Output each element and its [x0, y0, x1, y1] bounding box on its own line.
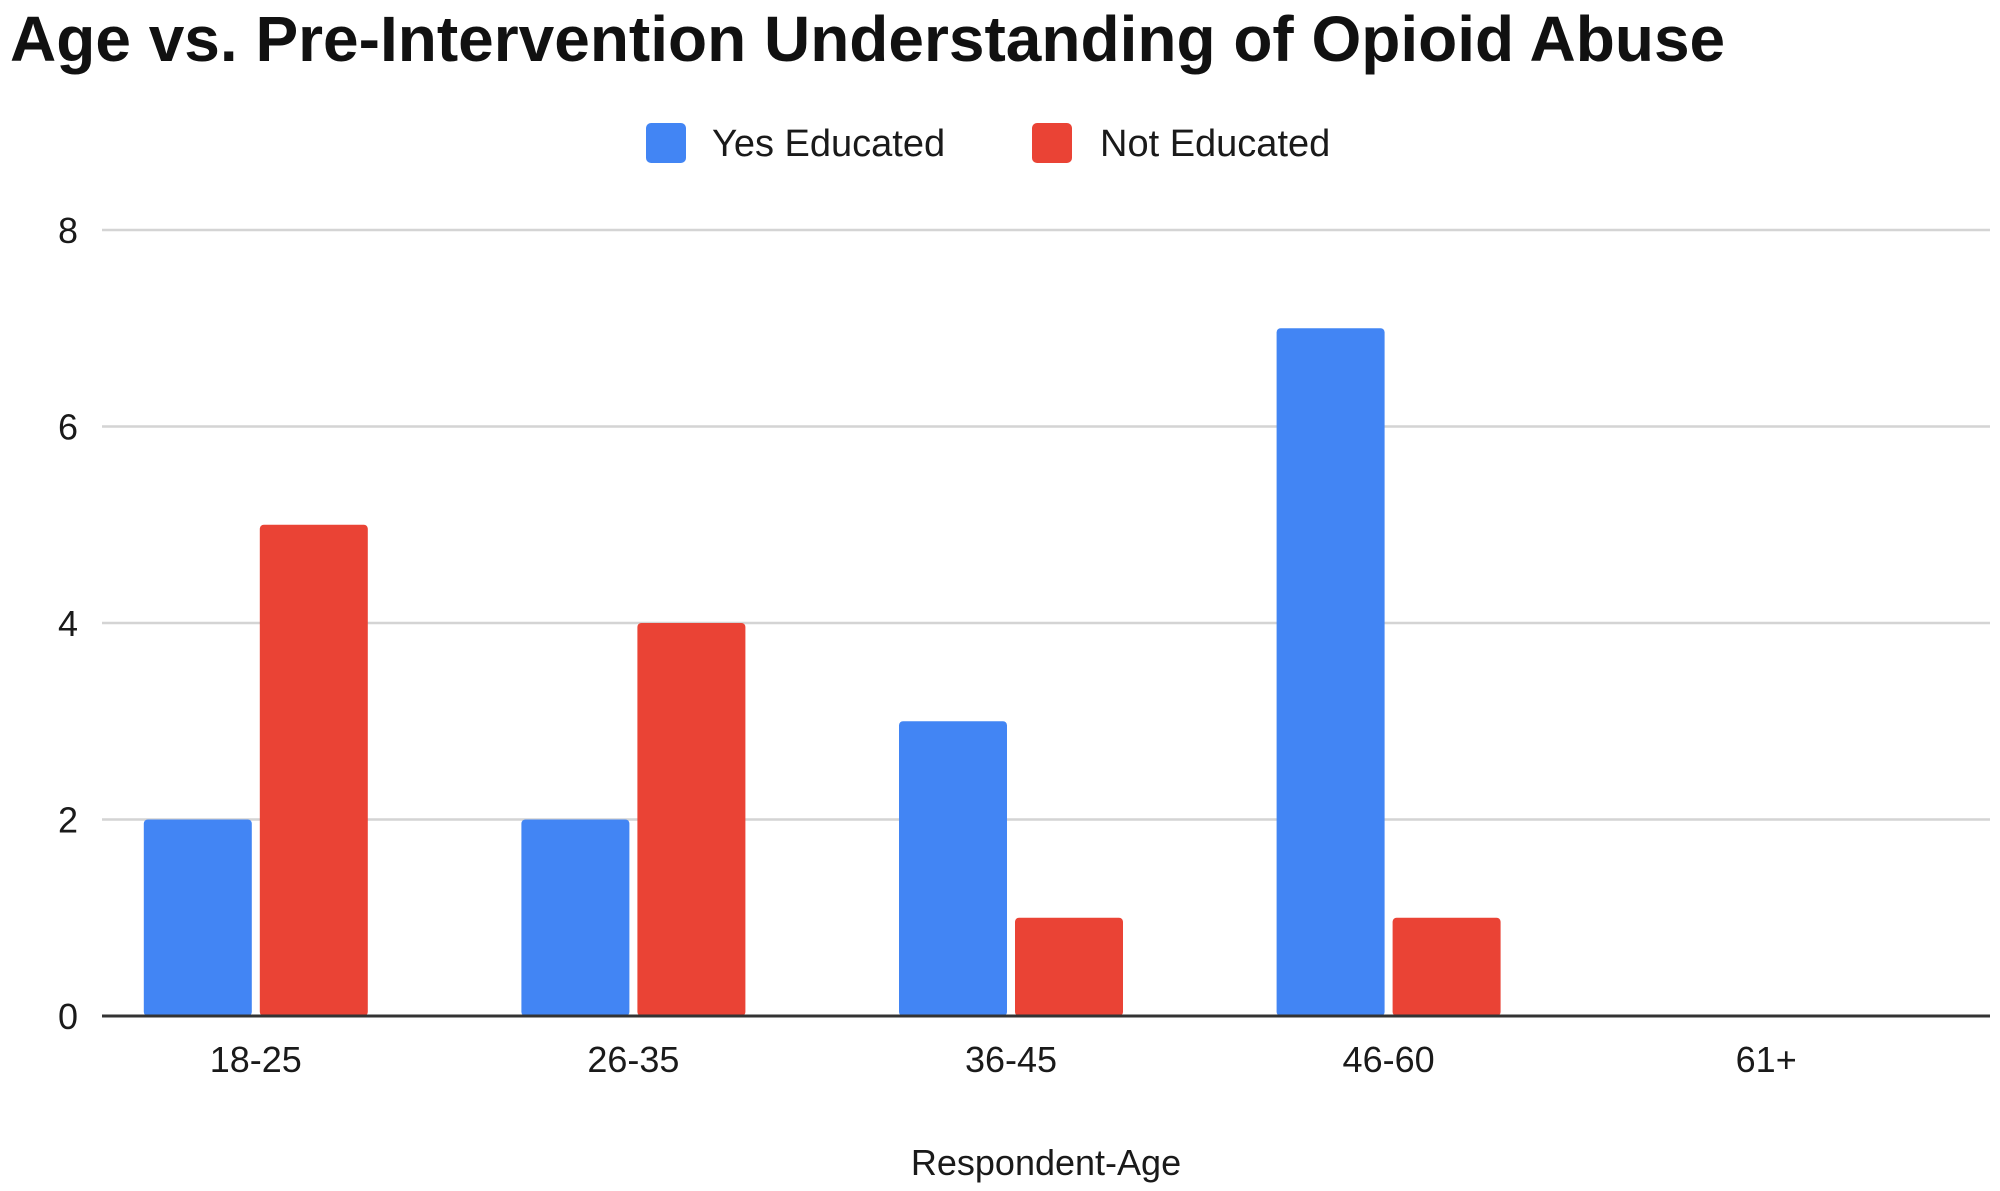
x-axis-ticks: 18-25 26-35 36-45 46-60 61+	[210, 1039, 1797, 1080]
x-tick-label: 36-45	[965, 1039, 1057, 1080]
bar-not-educated-18-25	[259, 524, 368, 1016]
y-tick-label: 4	[58, 603, 78, 644]
chart-title: Age vs. Pre-Intervention Understanding o…	[10, 3, 1726, 75]
legend-swatch	[1032, 123, 1072, 163]
bar-yes-educated-26-35	[521, 819, 630, 1016]
bar-not-educated-46-60	[1392, 917, 1501, 1016]
bar-yes-educated-36-45	[899, 721, 1007, 1016]
bars	[143, 328, 1501, 1016]
y-tick-label: 0	[58, 996, 78, 1037]
legend: Yes Educated Not Educated	[646, 123, 1330, 165]
x-tick-label: 46-60	[1343, 1039, 1435, 1080]
x-tick-label: 18-25	[210, 1039, 302, 1080]
y-tick-label: 2	[58, 800, 78, 841]
y-tick-label: 6	[58, 407, 78, 448]
bar-yes-educated-18-25	[143, 819, 252, 1016]
bar-yes-educated-46-60	[1276, 328, 1385, 1016]
legend-swatch	[646, 123, 686, 163]
legend-label: Not Educated	[1100, 123, 1330, 165]
x-axis-label: Respondent-Age	[911, 1142, 1181, 1183]
x-tick-label: 26-35	[587, 1039, 679, 1080]
gridlines	[102, 228, 1990, 821]
legend-label: Yes Educated	[712, 123, 945, 165]
y-axis-ticks: 0 2 4 6 8	[58, 210, 78, 1037]
x-tick-label: 61+	[1736, 1039, 1797, 1080]
y-tick-label: 8	[58, 210, 78, 251]
bar-not-educated-36-45	[1015, 917, 1123, 1016]
bar-not-educated-26-35	[637, 623, 746, 1016]
